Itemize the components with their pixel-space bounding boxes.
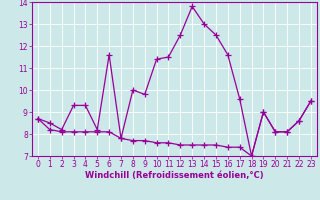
X-axis label: Windchill (Refroidissement éolien,°C): Windchill (Refroidissement éolien,°C): [85, 171, 264, 180]
